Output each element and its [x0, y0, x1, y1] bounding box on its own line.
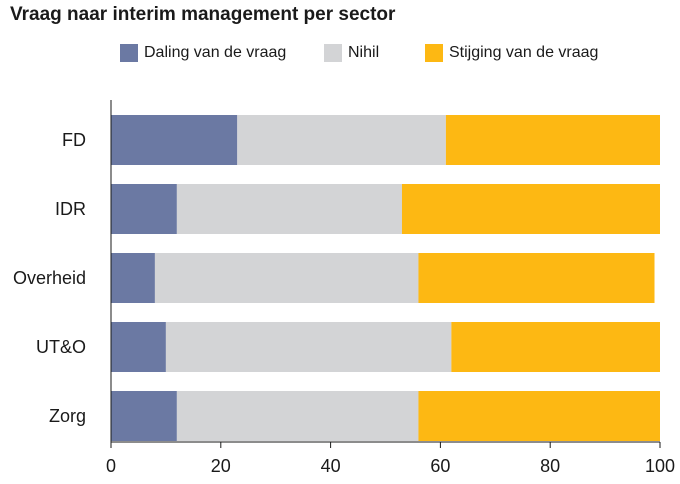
legend: Daling van de vraag Nihil Stijging van d… — [0, 44, 680, 66]
x-tick-label: 0 — [106, 456, 116, 476]
bar-idr-series-1 — [176, 184, 402, 234]
bar-zorg-series-0 — [111, 391, 177, 441]
bar-fd-series-1 — [237, 115, 446, 165]
category-label: IDR — [55, 199, 86, 219]
bar-overheid-series-0 — [111, 253, 155, 303]
category-label: FD — [62, 130, 86, 150]
legend-label-stijging: Stijging van de vraag — [449, 44, 599, 61]
chart-title: Vraag naar interim management per sector — [10, 4, 396, 25]
legend-swatch-daling — [120, 44, 138, 62]
legend-item-nihil: Nihil — [324, 44, 379, 62]
bar-idr-series-0 — [111, 184, 177, 234]
x-tick-label: 80 — [540, 456, 560, 476]
category-label: Overheid — [13, 268, 86, 288]
x-tick-label: 40 — [321, 456, 341, 476]
x-tick-label: 20 — [211, 456, 231, 476]
legend-swatch-nihil — [324, 44, 342, 62]
bar-fd-series-0 — [111, 115, 238, 165]
bar-overheid-series-1 — [154, 253, 419, 303]
bar-uto-series-1 — [165, 322, 452, 372]
x-tick-label: 60 — [430, 456, 450, 476]
bar-zorg-series-1 — [176, 391, 419, 441]
legend-swatch-stijging — [425, 44, 443, 62]
category-label: UT&O — [36, 337, 86, 357]
category-label: Zorg — [49, 406, 86, 426]
bar-idr-series-2 — [401, 184, 660, 234]
bar-fd-series-2 — [445, 115, 660, 165]
legend-item-daling: Daling van de vraag — [120, 44, 286, 62]
bar-uto-series-2 — [451, 322, 660, 372]
bar-overheid-series-2 — [418, 253, 655, 303]
x-tick-label: 100 — [645, 456, 675, 476]
bar-uto-series-0 — [111, 322, 166, 372]
bar-zorg-series-2 — [418, 391, 660, 441]
legend-label-nihil: Nihil — [348, 44, 380, 61]
legend-item-stijging: Stijging van de vraag — [425, 44, 598, 62]
legend-label-daling: Daling van de vraag — [144, 44, 287, 61]
